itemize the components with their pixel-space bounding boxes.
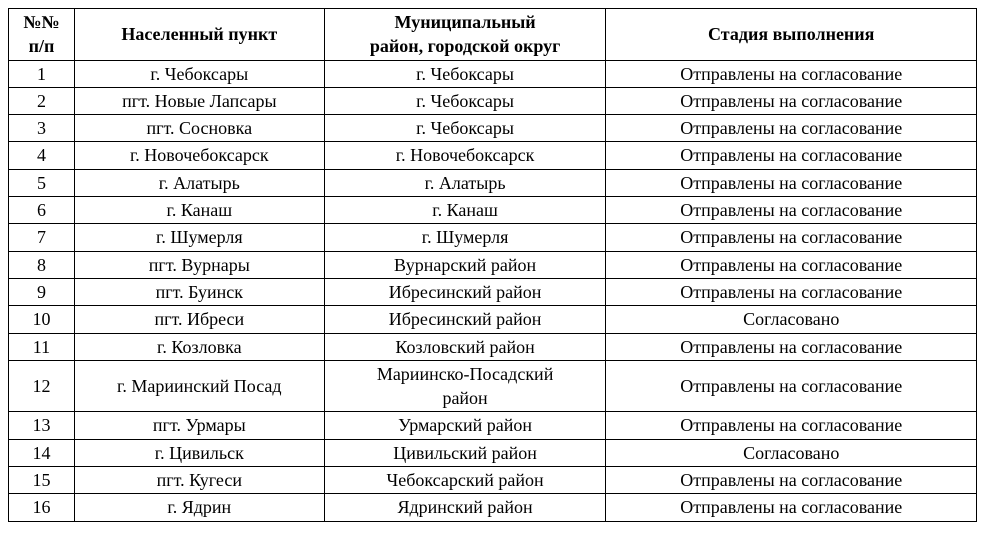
cell-settlement: г. Мариинский Посад (74, 360, 324, 412)
cell-district: Козловский район (324, 333, 606, 360)
table-row: 5г. Алатырьг. АлатырьОтправлены на согла… (9, 169, 977, 196)
table-row: 2пгт. Новые Лапсарыг. ЧебоксарыОтправлен… (9, 87, 977, 114)
table-row: 14г. ЦивильскЦивильский районСогласовано (9, 439, 977, 466)
cell-status: Отправлены на согласование (606, 251, 977, 278)
table-row: 15пгт. КугесиЧебоксарский районОтправлен… (9, 467, 977, 494)
cell-district: г. Чебоксары (324, 87, 606, 114)
cell-num: 6 (9, 197, 75, 224)
cell-settlement: г. Козловка (74, 333, 324, 360)
cell-district: Цивильский район (324, 439, 606, 466)
cell-district: Урмарский район (324, 412, 606, 439)
cell-status: Отправлены на согласование (606, 494, 977, 521)
table-row: 13пгт. УрмарыУрмарский районОтправлены н… (9, 412, 977, 439)
cell-settlement: г. Шумерля (74, 224, 324, 251)
cell-settlement: пгт. Урмары (74, 412, 324, 439)
cell-num: 3 (9, 115, 75, 142)
table-row: 1г. Чебоксарыг. ЧебоксарыОтправлены на с… (9, 60, 977, 87)
cell-settlement: г. Канаш (74, 197, 324, 224)
cell-settlement: пгт. Буинск (74, 278, 324, 305)
cell-district: г. Чебоксары (324, 115, 606, 142)
table-row: 16г. ЯдринЯдринский районОтправлены на с… (9, 494, 977, 521)
cell-settlement: пгт. Новые Лапсары (74, 87, 324, 114)
cell-district: Ядринский район (324, 494, 606, 521)
cell-settlement: пгт. Сосновка (74, 115, 324, 142)
cell-status: Отправлены на согласование (606, 333, 977, 360)
header-district-line2: район, городской округ (370, 36, 560, 56)
header-num-line2: п/п (29, 36, 55, 56)
cell-status: Отправлены на согласование (606, 60, 977, 87)
cell-settlement: г. Чебоксары (74, 60, 324, 87)
cell-district-line1: Мариинско-Посадский (377, 364, 554, 384)
cell-num: 9 (9, 278, 75, 305)
cell-status: Отправлены на согласование (606, 360, 977, 412)
table-row: 9пгт. БуинскИбресинский районОтправлены … (9, 278, 977, 305)
cell-num: 13 (9, 412, 75, 439)
cell-num: 8 (9, 251, 75, 278)
cell-num: 5 (9, 169, 75, 196)
cell-settlement: г. Алатырь (74, 169, 324, 196)
cell-district: Ибресинский район (324, 306, 606, 333)
header-num: №№ п/п (9, 9, 75, 61)
cell-settlement: г. Цивильск (74, 439, 324, 466)
cell-num: 16 (9, 494, 75, 521)
cell-district: Мариинско-Посадский район (324, 360, 606, 412)
header-status: Стадия выполнения (606, 9, 977, 61)
cell-settlement: пгт. Кугеси (74, 467, 324, 494)
table-row: 11г. КозловкаКозловский районОтправлены … (9, 333, 977, 360)
header-district: Муниципальный район, городской округ (324, 9, 606, 61)
cell-status: Согласовано (606, 439, 977, 466)
cell-district: Чебоксарский район (324, 467, 606, 494)
cell-settlement: пгт. Вурнары (74, 251, 324, 278)
table-row: 6г. Канашг. КанашОтправлены на согласова… (9, 197, 977, 224)
cell-settlement: пгт. Ибреси (74, 306, 324, 333)
cell-district: Вурнарский район (324, 251, 606, 278)
cell-status: Отправлены на согласование (606, 115, 977, 142)
cell-num: 7 (9, 224, 75, 251)
cell-district: г. Чебоксары (324, 60, 606, 87)
cell-district-line2: район (442, 388, 487, 408)
cell-district: г. Алатырь (324, 169, 606, 196)
cell-num: 4 (9, 142, 75, 169)
cell-status: Согласовано (606, 306, 977, 333)
header-row: №№ п/п Населенный пункт Муниципальный ра… (9, 9, 977, 61)
table-row: 7г. Шумерляг. ШумерляОтправлены на согла… (9, 224, 977, 251)
cell-status: Отправлены на согласование (606, 87, 977, 114)
cell-status: Отправлены на согласование (606, 197, 977, 224)
cell-status: Отправлены на согласование (606, 142, 977, 169)
cell-district: г. Канаш (324, 197, 606, 224)
cell-district: Ибресинский район (324, 278, 606, 305)
table-row: 10пгт. ИбресиИбресинский районСогласован… (9, 306, 977, 333)
header-district-line1: Муниципальный (394, 12, 535, 32)
table-row: 12г. Мариинский ПосадМариинско-Посадский… (9, 360, 977, 412)
cell-settlement: г. Новочебоксарск (74, 142, 324, 169)
cell-num: 10 (9, 306, 75, 333)
cell-district: г. Новочебоксарск (324, 142, 606, 169)
header-settlement: Населенный пункт (74, 9, 324, 61)
cell-num: 15 (9, 467, 75, 494)
cell-status: Отправлены на согласование (606, 224, 977, 251)
cell-num: 1 (9, 60, 75, 87)
cell-status: Отправлены на согласование (606, 169, 977, 196)
table-body: 1г. Чебоксарыг. ЧебоксарыОтправлены на с… (9, 60, 977, 521)
cell-num: 12 (9, 360, 75, 412)
table-row: 4г. Новочебоксарскг. НовочебоксарскОтпра… (9, 142, 977, 169)
table-header: №№ п/п Населенный пункт Муниципальный ра… (9, 9, 977, 61)
cell-num: 2 (9, 87, 75, 114)
cell-district: г. Шумерля (324, 224, 606, 251)
cell-num: 14 (9, 439, 75, 466)
cell-num: 11 (9, 333, 75, 360)
cell-status: Отправлены на согласование (606, 412, 977, 439)
cell-status: Отправлены на согласование (606, 278, 977, 305)
cell-status: Отправлены на согласование (606, 467, 977, 494)
cell-settlement: г. Ядрин (74, 494, 324, 521)
settlements-table: №№ п/п Населенный пункт Муниципальный ра… (8, 8, 977, 522)
table-row: 3пгт. Сосновкаг. ЧебоксарыОтправлены на … (9, 115, 977, 142)
table-row: 8пгт. ВурнарыВурнарский районОтправлены … (9, 251, 977, 278)
header-num-line1: №№ (23, 12, 59, 32)
